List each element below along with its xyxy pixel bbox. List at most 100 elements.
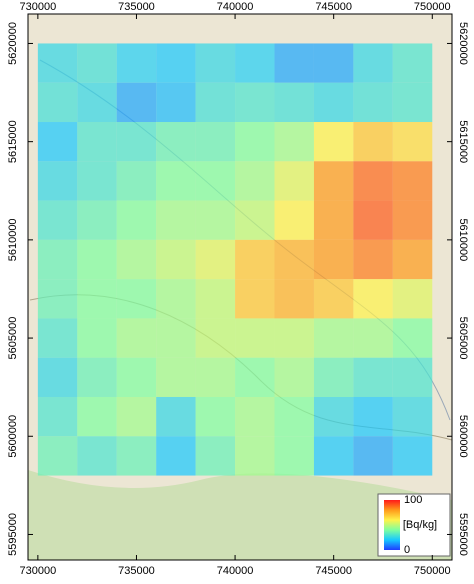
cell xyxy=(77,43,117,83)
cell xyxy=(353,357,393,397)
cell xyxy=(156,82,196,123)
cell xyxy=(37,279,78,319)
cell xyxy=(156,279,196,319)
cell xyxy=(235,239,275,280)
y-tick-label: 5605000 xyxy=(457,317,469,360)
x-tick-label: 745000 xyxy=(315,565,352,577)
cell xyxy=(313,318,354,358)
cell xyxy=(313,396,354,437)
cell xyxy=(235,200,275,240)
y-tick-label: 5615000 xyxy=(7,120,19,163)
cell xyxy=(156,357,196,397)
cell xyxy=(235,396,275,437)
cell xyxy=(77,239,117,280)
cell xyxy=(235,436,275,476)
cell xyxy=(37,396,78,437)
cell xyxy=(116,43,157,83)
cell xyxy=(77,161,117,201)
x-tick-label: 750000 xyxy=(414,1,451,13)
cell xyxy=(116,318,157,358)
y-tick-label: 5600000 xyxy=(7,415,19,458)
cell xyxy=(116,436,157,476)
cell xyxy=(274,239,314,280)
y-tick-label: 5605000 xyxy=(7,317,19,360)
colorbar xyxy=(384,500,400,550)
legend: [Bq/kg] xyxy=(377,493,451,557)
x-tick-label: 735000 xyxy=(118,565,155,577)
y-tick-label: 5610000 xyxy=(7,218,19,261)
cell xyxy=(235,82,275,123)
cell xyxy=(353,436,393,476)
cell xyxy=(392,82,433,123)
y-tick-label: 5595000 xyxy=(457,513,469,556)
cell xyxy=(77,318,117,358)
cell xyxy=(156,161,196,201)
cell xyxy=(353,239,393,280)
cell xyxy=(77,279,117,319)
y-tick-label: 5610000 xyxy=(457,218,469,261)
cell xyxy=(313,161,354,201)
cell xyxy=(116,396,157,437)
cell xyxy=(156,239,196,280)
cell xyxy=(116,161,157,201)
y-tick-label: 5620000 xyxy=(457,22,469,65)
cell xyxy=(195,279,236,319)
x-tick-label: 740000 xyxy=(217,1,254,13)
cell xyxy=(77,436,117,476)
cell xyxy=(353,43,393,83)
cell xyxy=(37,318,78,358)
cell xyxy=(313,82,354,123)
cell xyxy=(156,436,196,476)
cell xyxy=(195,82,236,123)
cell xyxy=(156,200,196,240)
cell xyxy=(156,43,196,83)
cell xyxy=(37,82,78,123)
cell xyxy=(353,279,393,319)
cell xyxy=(77,122,117,162)
cell xyxy=(274,82,314,123)
cell xyxy=(274,200,314,240)
colorbar-tick-label: 100 xyxy=(404,494,422,506)
x-tick-label: 735000 xyxy=(118,1,155,13)
cell xyxy=(274,436,314,476)
cell xyxy=(195,122,236,162)
cell xyxy=(235,279,275,319)
cell xyxy=(195,436,236,476)
cell xyxy=(392,279,433,319)
cell xyxy=(353,161,393,201)
cell xyxy=(235,357,275,397)
cell xyxy=(195,161,236,201)
cell xyxy=(235,122,275,162)
cell xyxy=(116,279,157,319)
x-tick-label: 730000 xyxy=(20,1,57,13)
cell xyxy=(37,122,78,162)
cell xyxy=(274,43,314,83)
cell xyxy=(353,396,393,437)
x-tick-label: 740000 xyxy=(217,565,254,577)
cell xyxy=(37,161,78,201)
cell xyxy=(116,239,157,280)
cell xyxy=(235,161,275,201)
cell xyxy=(392,318,433,358)
cell xyxy=(37,436,78,476)
cell xyxy=(313,357,354,397)
cell xyxy=(156,318,196,358)
cell xyxy=(37,43,78,83)
cell xyxy=(353,122,393,162)
cell xyxy=(353,200,393,240)
cell xyxy=(392,200,433,240)
cell xyxy=(37,239,78,280)
cell xyxy=(353,318,393,358)
cell xyxy=(274,357,314,397)
cell xyxy=(274,396,314,437)
x-tick-label: 750000 xyxy=(414,565,451,577)
cell xyxy=(392,239,433,280)
cell xyxy=(235,43,275,83)
cell xyxy=(392,161,433,201)
colorbar-label: [Bq/kg] xyxy=(403,519,437,531)
colorbar-tick-label: 0 xyxy=(404,544,410,556)
cell xyxy=(195,318,236,358)
cell xyxy=(37,357,78,397)
cell xyxy=(392,43,433,83)
cell xyxy=(313,43,354,83)
